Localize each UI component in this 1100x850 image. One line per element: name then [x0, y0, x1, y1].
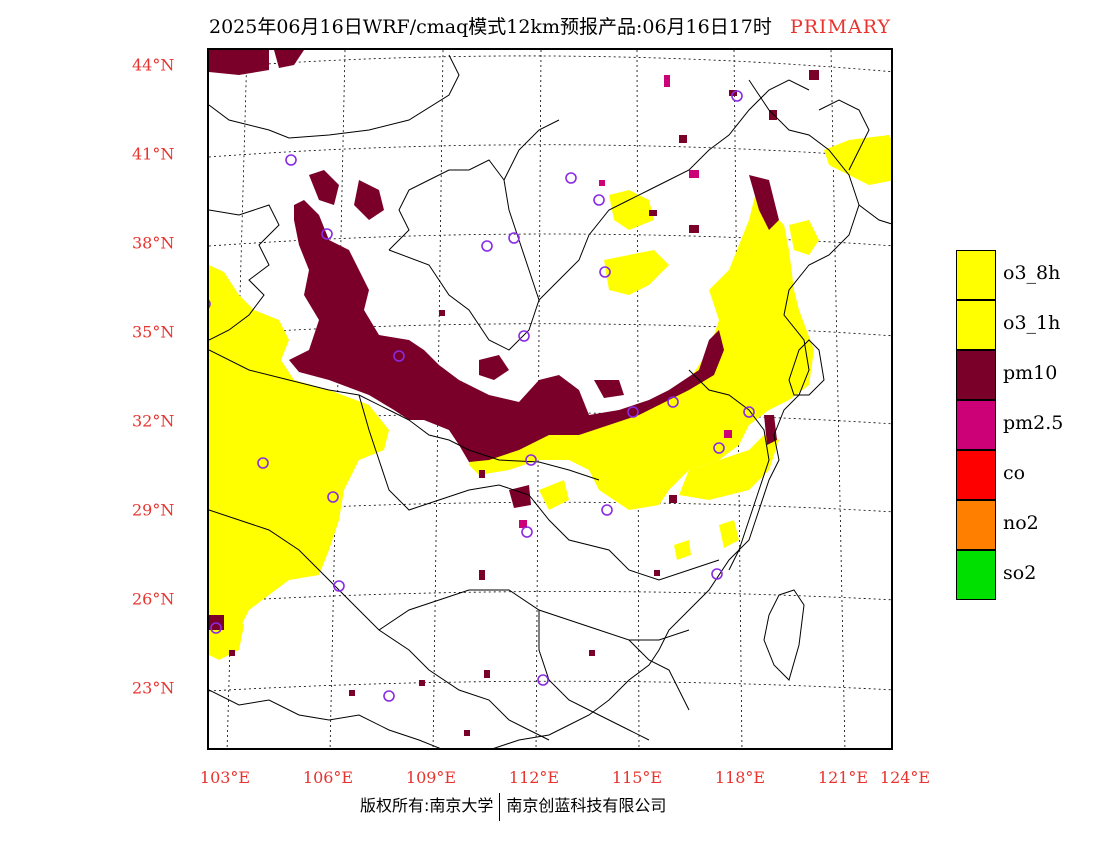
footer-separator [499, 792, 501, 821]
lat-label-29: 29°N [132, 500, 175, 520]
legend-label: o3_1h [1003, 312, 1061, 334]
title-text: 2025年06月16日WRF/cmaq模式12km预报产品:06月16日17时 [208, 16, 772, 38]
legend-label: o3_8h [1003, 262, 1061, 284]
legend-label: so2 [1003, 562, 1037, 584]
lon-label-115: 115°E [611, 768, 663, 787]
legend-swatch [956, 400, 996, 450]
copyright-left: 版权所有:南京大学 [360, 796, 494, 815]
o3-area [209, 135, 891, 660]
primary-tag: PRIMARY [789, 16, 891, 38]
lat-label-38: 38°N [132, 233, 175, 253]
legend-swatch [956, 450, 996, 500]
lon-label-121: 121°E [817, 768, 869, 787]
copyright-footer: 版权所有:南京大学 南京创蓝科技有限公司 [360, 792, 666, 821]
map-frame [207, 48, 893, 750]
lon-label-103: 103°E [199, 768, 251, 787]
lat-label-41: 41°N [132, 144, 175, 164]
lat-label-23: 23°N [132, 678, 175, 698]
station-markers [209, 90, 755, 702]
legend-swatch [956, 500, 996, 550]
province-boundaries [209, 54, 825, 748]
lat-label-44: 44°N [132, 55, 175, 75]
legend-label: no2 [1003, 512, 1039, 534]
lon-label-124: 124°E [879, 768, 931, 787]
lon-label-106: 106°E [302, 768, 354, 787]
legend-swatch [956, 300, 996, 350]
coastline [493, 79, 891, 748]
legend-swatch [956, 550, 996, 600]
lat-label-35: 35°N [132, 322, 175, 342]
taiwan-outline [763, 589, 805, 681]
legend-label: pm2.5 [1003, 412, 1064, 434]
lon-label-112: 112°E [508, 768, 560, 787]
legend-swatch [956, 250, 996, 300]
chart-title: 2025年06月16日WRF/cmaq模式12km预报产品:06月16日17时 … [0, 12, 1100, 39]
legend-label: pm10 [1003, 362, 1058, 384]
copyright-right: 南京创蓝科技有限公司 [506, 796, 667, 815]
forecast-map [209, 50, 891, 748]
legend-swatch [956, 350, 996, 400]
lon-label-109: 109°E [405, 768, 457, 787]
lat-label-32: 32°N [132, 411, 175, 431]
lon-label-118: 118°E [714, 768, 766, 787]
legend-label: co [1003, 462, 1026, 484]
lat-label-26: 26°N [132, 589, 175, 609]
